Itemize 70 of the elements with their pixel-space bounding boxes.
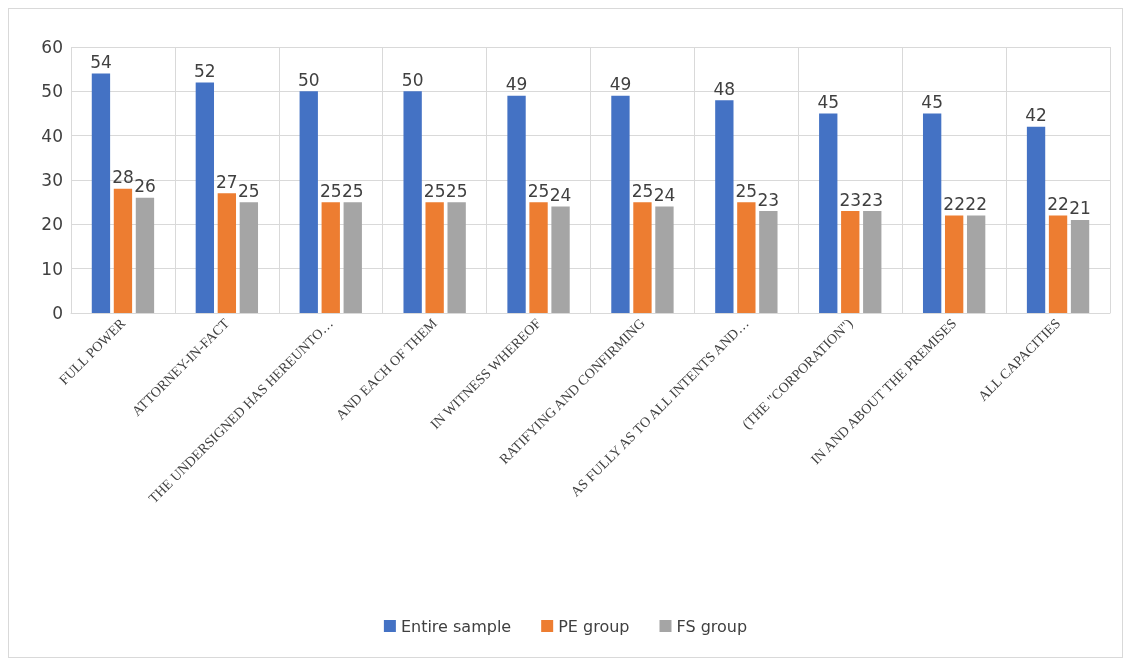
bar — [841, 211, 860, 313]
data-label: 25 — [445, 180, 468, 201]
data-label: 22 — [1047, 193, 1069, 214]
y-tick-label: 60 — [41, 37, 63, 57]
bar — [737, 202, 756, 313]
data-label: 25 — [319, 180, 342, 201]
data-label: 27 — [216, 171, 238, 192]
data-label: 48 — [713, 78, 736, 99]
data-label: 25 — [631, 180, 654, 201]
data-label: 26 — [134, 176, 156, 197]
data-label: 54 — [90, 52, 112, 73]
bar — [195, 82, 215, 313]
bar — [633, 202, 652, 313]
bar — [447, 202, 466, 313]
bar — [1048, 215, 1068, 313]
bar — [819, 113, 838, 313]
data-label: 22 — [943, 193, 965, 214]
bar — [507, 95, 526, 313]
data-label: 49 — [609, 74, 632, 95]
y-tick-label: 30 — [41, 170, 63, 190]
bar — [922, 113, 942, 313]
data-label: 28 — [112, 167, 134, 188]
data-label: 45 — [921, 92, 943, 112]
bar — [966, 215, 986, 313]
data-label: 25 — [527, 180, 550, 201]
data-label: 42 — [1025, 105, 1047, 126]
legend-label: Entire sample — [400, 616, 512, 636]
bar — [1070, 219, 1090, 313]
bar — [944, 215, 964, 313]
bar — [715, 100, 734, 313]
bar — [343, 202, 362, 313]
bar — [529, 202, 548, 313]
data-label: 52 — [194, 60, 216, 81]
bar — [425, 202, 444, 313]
data-label: 25 — [238, 180, 260, 201]
data-label: 22 — [965, 193, 987, 214]
data-label: 45 — [817, 92, 840, 112]
data-label: 25 — [341, 180, 364, 201]
legend-label: FS group — [676, 616, 748, 636]
bar — [299, 91, 318, 313]
bar — [655, 206, 674, 313]
y-tick-label: 20 — [41, 214, 63, 235]
data-label: 49 — [505, 74, 528, 95]
y-tick-label: 10 — [41, 258, 63, 279]
bar — [217, 193, 237, 313]
bar — [863, 211, 882, 313]
bar — [113, 188, 133, 313]
y-tick-label: 0 — [52, 303, 63, 323]
bar — [1026, 126, 1046, 313]
data-label: 24 — [549, 185, 572, 206]
bar — [611, 95, 630, 313]
data-label: 23 — [861, 189, 884, 210]
bar — [91, 73, 111, 313]
y-tick-label: 40 — [41, 125, 63, 146]
bar — [759, 211, 778, 313]
data-label: 50 — [401, 69, 424, 90]
data-label: 23 — [757, 189, 780, 210]
data-label: 21 — [1069, 198, 1091, 219]
data-label: 24 — [653, 185, 676, 206]
data-label: 25 — [735, 180, 758, 201]
y-tick-label: 50 — [41, 81, 63, 102]
bar — [551, 206, 570, 313]
legend-label: PE group — [558, 616, 630, 636]
bar — [321, 202, 340, 313]
data-label: 23 — [839, 189, 862, 210]
bar — [239, 202, 259, 313]
bar — [135, 197, 155, 313]
bar — [403, 91, 422, 313]
data-label: 25 — [423, 180, 446, 201]
data-label: 50 — [297, 69, 320, 90]
